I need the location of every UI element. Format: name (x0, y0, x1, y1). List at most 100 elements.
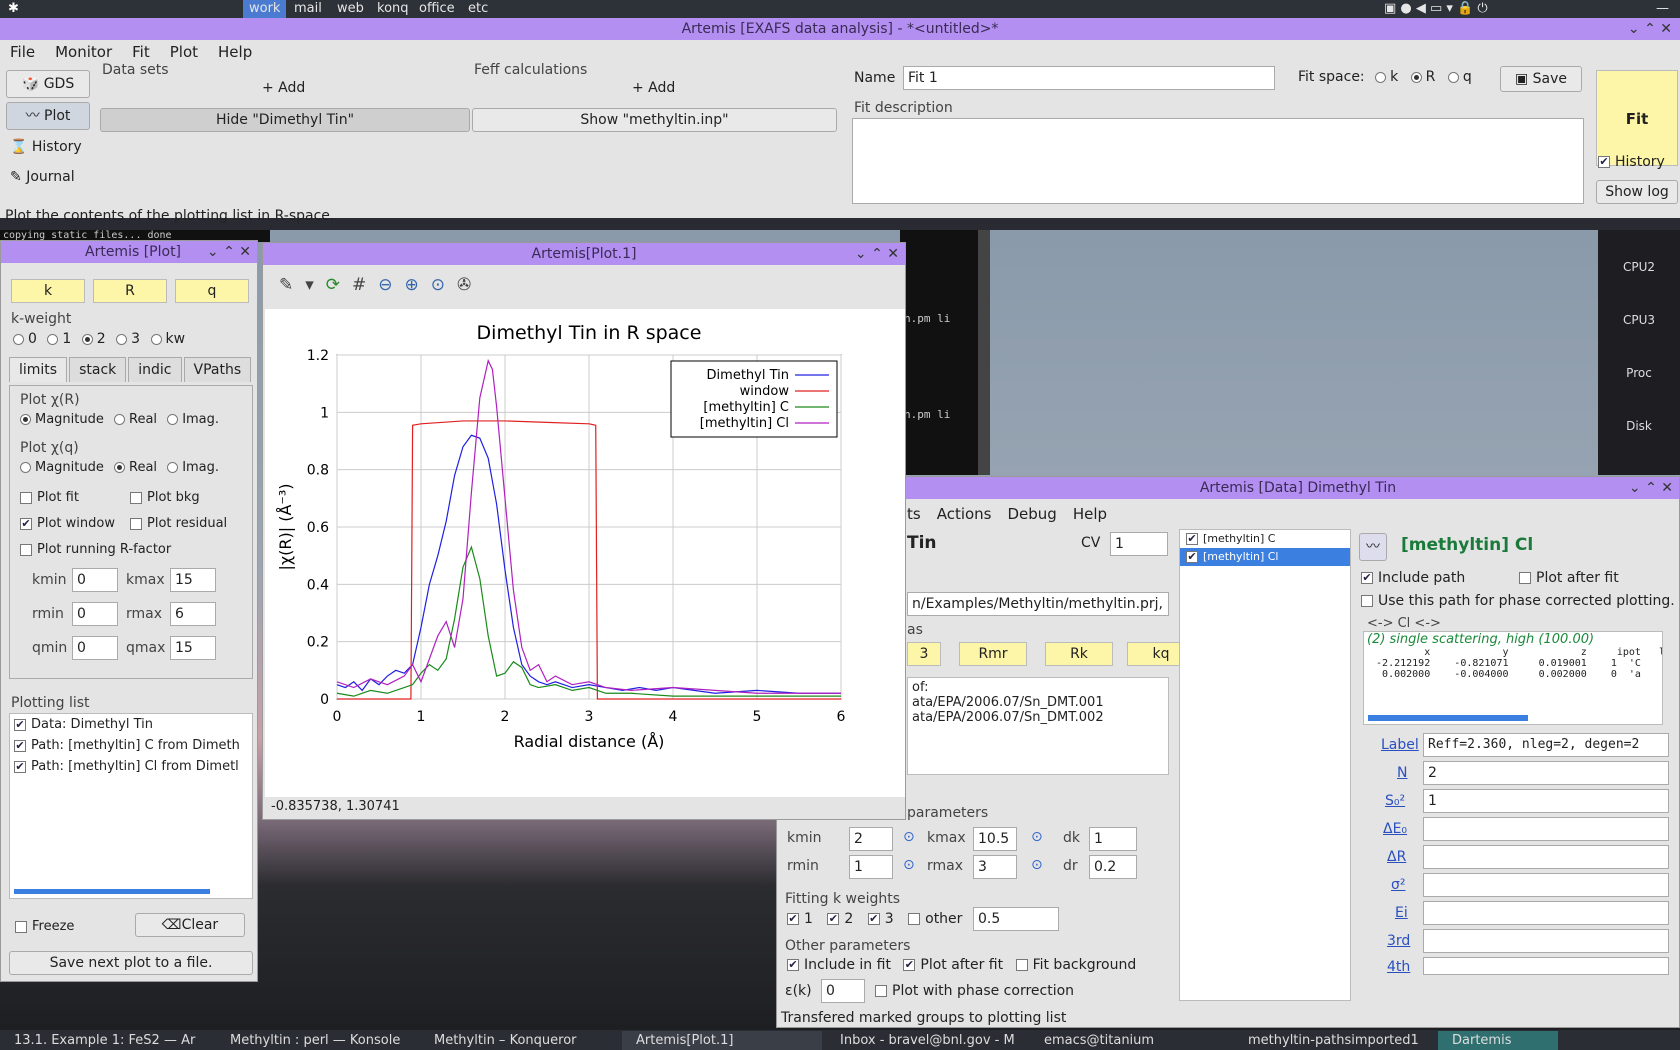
history-button[interactable]: ⌛ History (10, 139, 82, 155)
workspace-konq[interactable]: konq (377, 1, 409, 16)
save-button[interactable]: ▣ Save (1500, 66, 1582, 92)
param-n-input[interactable]: 2 (1423, 761, 1669, 785)
param-ei-link[interactable]: Ei (1395, 905, 1408, 921)
chiq-imag-radio[interactable] (167, 462, 179, 473)
param-label-link[interactable]: Label (1381, 737, 1419, 753)
menu-actions[interactable]: Actions (936, 505, 992, 523)
chir-magnitude-radio[interactable] (20, 414, 31, 425)
phase-path-checkbox[interactable]: Use this path for phase corrected plotti… (1361, 593, 1675, 609)
plot-qmin-input[interactable]: 0 (72, 636, 118, 660)
tab-limits[interactable]: limits (9, 357, 68, 382)
fit-button[interactable]: Fit (1596, 70, 1678, 166)
show-log-button[interactable]: Show log (1596, 180, 1678, 204)
tab-vpaths[interactable]: VPaths (183, 357, 252, 382)
workspace-office[interactable]: office (419, 1, 455, 16)
param-ei-input[interactable] (1423, 901, 1669, 925)
plot-bkg-checkbox[interactable]: Plot bkg (130, 490, 200, 505)
param-3rd-input[interactable] (1423, 929, 1669, 953)
kweight-1-radio[interactable] (47, 333, 59, 345)
rmax-input[interactable]: 3 (973, 855, 1017, 879)
plot-q-button[interactable]: q (175, 279, 249, 303)
param-de0-input[interactable] (1423, 817, 1669, 841)
task-konqueror[interactable]: Methyltin – Konqueror (434, 1033, 577, 1048)
plot-kmin-input[interactable]: 0 (72, 568, 118, 592)
grid-icon[interactable]: # (352, 275, 379, 295)
plot-canvas[interactable]: Dimethyl Tin in R space 0 1 2 3 4 5 6 0 0.2 0.4 0.6… (265, 309, 905, 797)
plot-button[interactable]: 〰 Plot (6, 102, 90, 130)
kweight-2-radio[interactable] (81, 333, 93, 345)
menu-plots[interactable]: ts (907, 505, 921, 523)
dk-input[interactable]: 1 (1089, 827, 1137, 851)
plot-k123-button[interactable]: 3 (907, 642, 941, 666)
kmax-pick-icon[interactable]: ⊙ (1031, 829, 1043, 845)
tray-icons[interactable]: ▣ ● ◀ ▭ ▾ 🔒 ⏻ (1384, 1, 1488, 16)
plotting-list-scrollbar[interactable] (14, 889, 210, 894)
path-plot-icon[interactable]: 〰 (1359, 533, 1387, 561)
rmin-input[interactable]: 1 (849, 855, 893, 879)
settings-wrench-icon[interactable]: ✇ (457, 275, 484, 295)
kmax-input[interactable]: 10.5 (973, 827, 1017, 851)
param-3rd-link[interactable]: 3rd (1387, 933, 1411, 949)
kw2-checkbox[interactable] (827, 913, 840, 925)
param-ss2-input[interactable] (1423, 873, 1669, 897)
terminal-scrollbar[interactable] (978, 230, 990, 475)
zoom-out-icon[interactable]: ⊖ (378, 275, 405, 295)
param-dr-input[interactable] (1423, 845, 1669, 869)
window-controls[interactable]: ⌄ ⌃ ✕ (1627, 21, 1672, 37)
add-dataset-button[interactable]: + Add (262, 80, 306, 96)
save-next-plot-button[interactable]: Save next plot to a file. (9, 951, 253, 975)
kde-menu-icon[interactable]: ✱ (8, 1, 19, 16)
r-space-chart[interactable]: Dimethyl Tin in R space 0 1 2 3 4 5 6 0 0.2 0.4 0.6… (265, 309, 905, 797)
menu-monitor[interactable]: Monitor (55, 43, 113, 61)
plot-list-item-cl[interactable]: Path: [methyltin] Cl from Dimetl (10, 756, 252, 777)
sum-of-list[interactable]: of: ata/EPA/2006.07/Sn_DMT.001 ata/EPA/2… (907, 677, 1169, 775)
phase-correction-checkbox[interactable]: Plot with phase correction (875, 983, 1074, 999)
plot-after-fit-checkbox[interactable] (903, 959, 916, 971)
plot-window-titlebar[interactable]: Artemis[Plot.1] ⌄ ⌃ ✕ (263, 243, 905, 265)
dr-input[interactable]: 0.2 (1089, 855, 1137, 879)
file-path-field[interactable]: n/Examples/Methyltin/methyltin.prj, 2 (907, 592, 1169, 616)
plot-k-button[interactable]: k (11, 279, 85, 303)
fit-space-q-radio[interactable] (1447, 71, 1459, 83)
cv-input[interactable]: 1 (1110, 532, 1168, 556)
include-in-fit-checkbox[interactable] (787, 959, 799, 971)
data-titlebar[interactable]: Artemis [Data] Dimethyl Tin ⌄ ⌃ ✕ (777, 477, 1679, 499)
kmin-input[interactable]: 2 (849, 827, 893, 851)
workspace-mail[interactable]: mail (294, 1, 322, 16)
fit-space-r-radio[interactable] (1410, 71, 1422, 83)
kw-other-checkbox[interactable] (908, 913, 921, 925)
plotting-list[interactable]: Data: Dimethyl Tin Path: [methyltin] C f… (9, 713, 253, 899)
plot-control-titlebar[interactable]: Artemis [Plot] ⌄ ⌃ ✕ (1, 241, 257, 263)
plot-rk-button[interactable]: Rk (1045, 642, 1113, 666)
param-s02-input[interactable]: 1 (1423, 789, 1669, 813)
path-item-cl[interactable]: [methyltin] Cl (1180, 548, 1350, 566)
plot-residual-checkbox[interactable]: Plot residual (130, 516, 227, 531)
kw1-checkbox[interactable] (787, 913, 799, 925)
workspace-work[interactable]: work (243, 0, 287, 18)
hide-dataset-button[interactable]: Hide "Dimethyl Tin" (100, 108, 470, 132)
plot-list-item-data[interactable]: Data: Dimethyl Tin (10, 714, 252, 735)
kweight-0-radio[interactable] (13, 333, 24, 345)
ek-input[interactable]: 0 (821, 979, 865, 1003)
plot-window-controls[interactable]: ⌄ ⌃ ✕ (854, 246, 899, 262)
refresh-icon[interactable]: ⟳ (325, 275, 353, 295)
workspace-web[interactable]: web (337, 1, 364, 16)
task-emacs[interactable]: emacs@titanium (1044, 1033, 1155, 1048)
minimize-panel-icon[interactable]: — (1656, 1, 1669, 16)
plot-rmin-input[interactable]: 0 (72, 602, 118, 626)
plot-list-item-c[interactable]: Path: [methyltin] C from Dimeth (10, 735, 252, 756)
param-n-link[interactable]: N (1397, 765, 1408, 781)
show-feff-button[interactable]: Show "methyltin.inp" (472, 108, 837, 132)
chiq-magnitude-radio[interactable] (20, 462, 31, 473)
chiq-real-radio[interactable] (114, 462, 126, 473)
param-ss2-link[interactable]: σ² (1391, 877, 1406, 893)
menu-plot[interactable]: Plot (169, 43, 199, 61)
save-menu-icon[interactable]: ✎▾ (279, 275, 326, 295)
param-4th-input[interactable] (1423, 957, 1669, 975)
journal-button[interactable]: ✎ Journal (10, 169, 75, 185)
include-path-checkbox[interactable]: Include path (1361, 570, 1465, 586)
main-titlebar[interactable]: Artemis [EXAFS data analysis] - *<untitl… (0, 18, 1680, 40)
task-artemis-plot[interactable]: Artemis[Plot.1] (622, 1031, 822, 1050)
chir-imag-radio[interactable] (167, 414, 179, 425)
add-feff-button[interactable]: + Add (632, 80, 676, 96)
